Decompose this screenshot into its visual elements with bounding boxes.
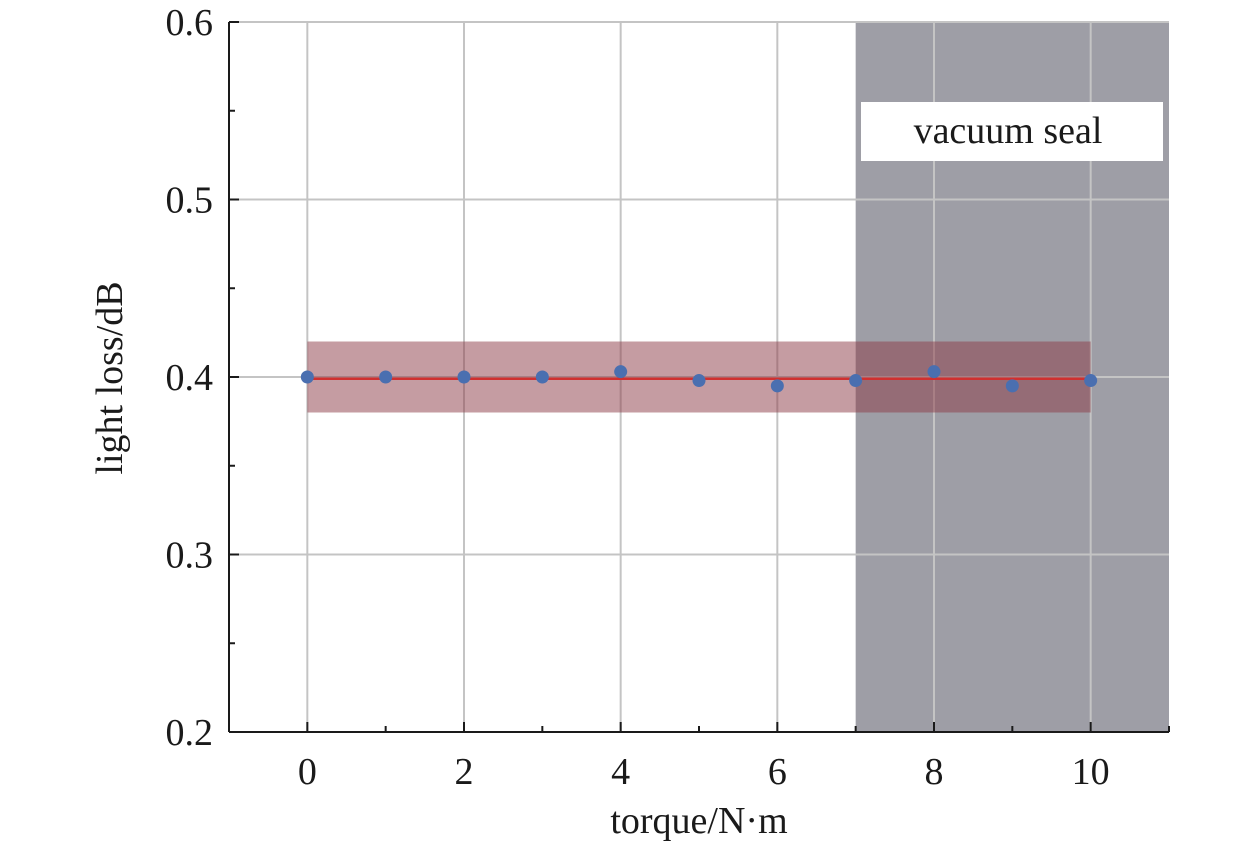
x-tick-label-4: 4 — [611, 751, 630, 793]
annotation-label: vacuum seal — [914, 110, 1103, 152]
y-tick-label-0.6: 0.6 — [166, 2, 214, 44]
x-axis-title: torque/N·m — [610, 800, 787, 842]
data-point-0-6 — [770, 379, 784, 393]
y-tick-label-0.5: 0.5 — [166, 180, 214, 222]
y-axis-title: light loss/dB — [89, 281, 131, 474]
data-point-0-7 — [849, 374, 863, 388]
data-point-0-1 — [379, 370, 393, 384]
data-point-0-8 — [927, 365, 941, 379]
x-tick-label-0: 0 — [298, 751, 317, 793]
y-tick-label-0.4: 0.4 — [166, 357, 214, 399]
axes-layer — [228, 21, 1170, 733]
x-tick-label-2: 2 — [455, 751, 474, 793]
vacuum-seal-annotation: vacuum seal — [861, 102, 1163, 161]
data-point-0-0 — [300, 370, 314, 384]
data-points-layer — [300, 365, 1098, 393]
tick-labels-layer: 0 2 4 6 8 10 0.2 0.3 0.4 0.5 0.6 — [166, 2, 1110, 793]
data-point-0-9 — [1005, 379, 1019, 393]
data-point-0-10 — [1084, 374, 1098, 388]
y-tick-label-0.2: 0.2 — [166, 712, 214, 754]
y-tick-label-0.3: 0.3 — [166, 535, 214, 577]
x-tick-label-10: 10 — [1072, 751, 1110, 793]
data-point-0-5 — [692, 374, 706, 388]
data-point-0-4 — [614, 365, 628, 379]
data-point-0-2 — [457, 370, 471, 384]
annotation-box — [861, 102, 1163, 161]
data-point-0-3 — [535, 370, 549, 384]
x-tick-label-6: 6 — [768, 751, 787, 793]
x-tick-label-8: 8 — [925, 751, 944, 793]
